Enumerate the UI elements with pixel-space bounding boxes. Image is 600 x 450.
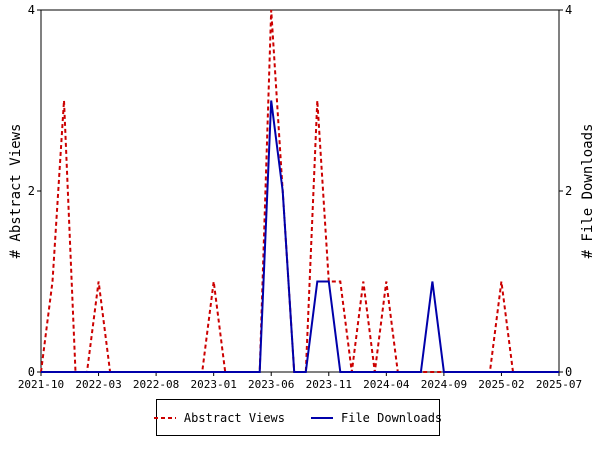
legend-swatch-abstract-views [153,416,176,419]
x-tick-label: 2023-11 [306,378,352,391]
x-tick-label: 2023-06 [248,378,294,391]
y-tick-label-right: 0 [565,365,572,379]
y-axis-title-left: # Abstract Views [8,124,24,259]
y-axis-title-right: # File Downloads [580,124,596,259]
legend-item-abstract-views: Abstract Views [153,410,285,425]
x-tick-label: 2022-08 [133,378,179,391]
series-line-file-downloads [41,100,559,373]
chart-legend: Abstract Views File Downloads [153,399,442,436]
series-line-abstract-views [40,9,559,373]
y-tick-label-left: 2 [28,184,35,198]
y-tick-label-left: 4 [28,3,35,17]
legend-swatch-file-downloads [311,416,333,419]
y-tick-label-right: 2 [565,184,572,198]
x-tick-label: 2021-10 [18,378,64,391]
x-tick-label: 2022-03 [75,378,121,391]
plot-frame [40,9,560,373]
x-tick-label: 2024-04 [363,378,410,391]
x-tick-label: 2025-02 [478,378,524,391]
legend-item-file-downloads: File Downloads [311,411,442,425]
legend-label-file-downloads: File Downloads [341,410,443,425]
y-tick-label-left: 0 [28,365,35,379]
y-tick-label-right: 4 [565,3,572,17]
x-tick-label: 2023-01 [190,378,236,391]
legend-label-abstract-views: Abstract Views [183,410,285,425]
x-tick-label: 2025-07 [536,378,582,391]
x-tick-label: 2024-09 [421,378,467,391]
